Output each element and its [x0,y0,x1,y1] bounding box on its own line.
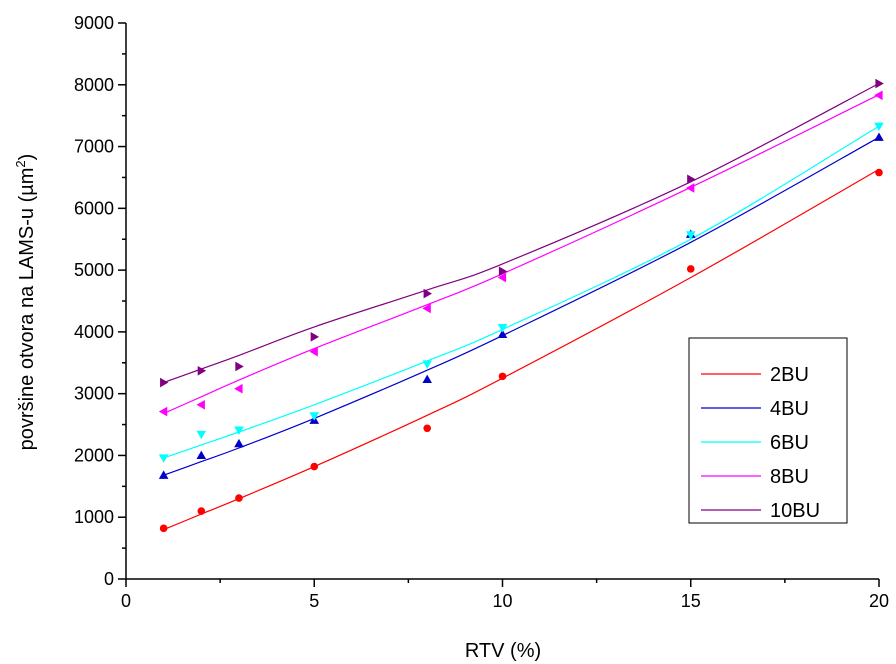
point-2bu [875,168,883,177]
point-6bu [309,412,320,421]
y-tick-label: 6000 [74,198,114,218]
point-10bu [235,361,244,372]
point-8bu [422,303,431,314]
point-6bu [422,360,432,369]
point-8bu [497,272,507,283]
x-tick-label: 15 [681,591,701,611]
point-8bu [685,183,695,193]
point-2bu [423,424,432,433]
legend-label-8bu: 8BU [770,466,809,488]
point-10bu [160,377,169,388]
fit-line-2bu [163,168,880,531]
point-2bu [310,462,319,471]
point-4bu [874,132,884,141]
y-tick-label: 8000 [74,75,114,95]
point-10bu [197,366,207,376]
point-4bu [158,470,169,479]
legend: 2BU 4BU 6BU 8BU 10BU [688,337,848,524]
y-axis-title: površine otvora na LAMS-u (µm2) [13,154,38,451]
y-tick-label: 3000 [74,384,114,404]
point-2bu [159,524,168,533]
point-6bu [158,454,169,463]
y-tick-label: 4000 [74,322,114,342]
point-8bu [309,346,318,357]
point-4bu [497,329,508,338]
y-axis-ticks: 0 1000 2000 3000 4000 5000 6000 7000 8000 9000 [74,13,126,589]
point-4bu [422,374,432,384]
fit-line-8bu [163,94,880,414]
point-2bu [197,507,206,515]
point-4bu [234,438,244,448]
legend-label-10bu: 10BU [770,500,820,522]
x-axis-title: RTV (%) [465,640,541,662]
legend-label-4bu: 4BU [770,398,809,420]
point-10bu [498,266,508,277]
x-tick-label: 0 [121,591,131,611]
y-axis-title-sup: 2 [13,160,28,167]
point-10bu [310,332,320,342]
point-8bu [234,383,243,394]
y-tick-label: 2000 [74,445,114,465]
point-10bu [423,288,432,299]
point-6bu [234,426,244,435]
point-8bu [874,90,883,101]
x-tick-label: 5 [309,591,319,611]
y-tick-label: 1000 [74,507,114,527]
y-tick-label: 5000 [74,260,114,280]
y-tick-label: 0 [104,569,114,589]
y-axis-title-end: ) [16,154,38,161]
legend-label-2bu: 2BU [770,364,809,386]
legend-box [688,337,848,524]
point-6bu [196,430,207,440]
x-axis-ticks: 0 5 10 15 20 [121,579,889,611]
x-tick-label: 10 [492,591,512,611]
point-8bu [158,406,168,417]
point-8bu [196,399,205,410]
point-6bu [497,323,508,333]
legend-label-6bu: 6BU [770,432,809,454]
y-axis-title-main: površine otvora na LAMS-u (µm [16,168,38,451]
point-2bu [686,265,695,273]
point-2bu [235,494,243,502]
point-4bu [196,450,207,460]
fit-line-10bu [163,82,880,384]
plot-area: 0 5 10 15 20 0 1000 2000 3000 4000 5000 6000 7000 80… [74,13,889,611]
point-10bu [687,174,696,185]
y-tick-label: 9000 [74,13,114,33]
point-6bu [874,122,884,131]
point-2bu [498,372,507,381]
data-markers [158,78,884,533]
point-6bu [685,231,696,240]
y-tick-label: 7000 [74,137,114,157]
x-tick-label: 20 [869,591,889,611]
point-10bu [875,78,884,89]
fit-line-4bu [163,136,880,476]
